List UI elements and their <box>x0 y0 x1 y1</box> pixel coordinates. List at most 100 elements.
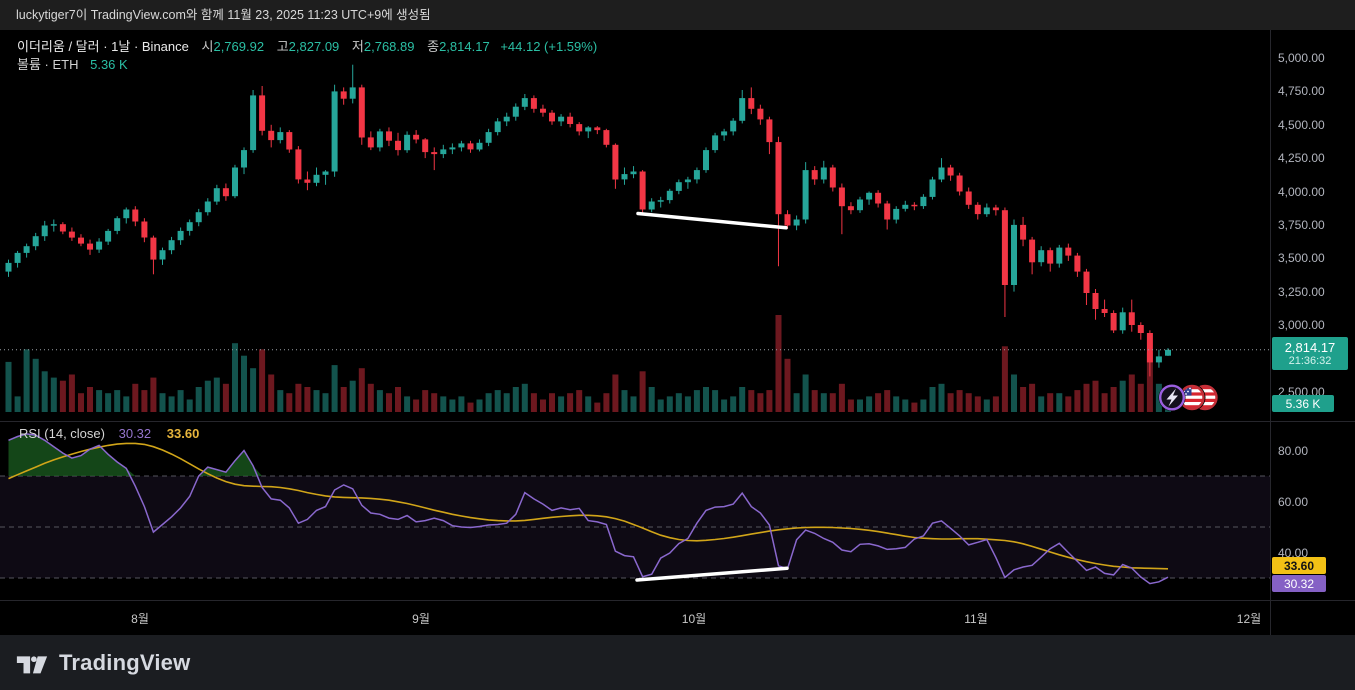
volume-bar <box>503 393 510 412</box>
volume-bar <box>920 399 927 412</box>
candle-body <box>1101 309 1108 313</box>
volume-bar <box>639 371 646 412</box>
candle-body <box>313 174 320 183</box>
rsi-title: RSI (14, close) <box>19 426 105 441</box>
volume-bar <box>838 383 845 412</box>
attribution-text: luckytiger7이 TradingView.com와 함께 11월 23,… <box>16 8 431 22</box>
candle-body <box>983 207 990 215</box>
candle-body <box>32 236 39 247</box>
candle-body <box>1128 312 1135 325</box>
price-trendline[interactable] <box>636 211 788 230</box>
volume-bar <box>784 358 791 412</box>
volume-bar <box>177 390 184 412</box>
candle-body <box>793 219 800 226</box>
volume-bar <box>1074 390 1081 412</box>
candle-body <box>250 95 257 151</box>
volume-bar <box>50 377 57 412</box>
volume-bar <box>775 315 782 412</box>
volume-bar <box>150 377 157 412</box>
price-axis-label: 3,250.00 <box>1278 284 1325 299</box>
volume-bar <box>802 374 809 412</box>
volume-bar <box>431 393 438 412</box>
candle-body <box>268 130 275 141</box>
volume-bar <box>965 393 972 412</box>
price-axis-label: 3,750.00 <box>1278 217 1325 232</box>
volume-bar <box>358 368 365 412</box>
symbol-header[interactable]: 이더리움 / 달러 · 1날 · Binance 시2,769.92 고2,82… <box>17 36 597 55</box>
candle-body <box>1065 247 1072 256</box>
volume-bar <box>748 390 755 412</box>
rsi-trendline[interactable] <box>635 566 789 582</box>
candle-body <box>295 149 302 180</box>
candle-body <box>68 231 75 238</box>
footer-bar: TradingView <box>0 635 1355 690</box>
volume-bar <box>159 393 166 412</box>
volume-bar <box>1065 396 1072 412</box>
volume-bar <box>1092 380 1099 412</box>
candle-body <box>1119 312 1126 331</box>
volume-bar <box>657 399 664 412</box>
volume-bar <box>78 393 84 412</box>
volume-bar <box>87 387 93 412</box>
price-axis-label: 4,000.00 <box>1278 184 1325 199</box>
time-axis-label: 10월 <box>681 612 707 626</box>
candle-body <box>947 167 954 176</box>
timeaxis-separator <box>0 600 1355 601</box>
volume-bar <box>603 393 610 412</box>
volume-bar <box>32 358 39 412</box>
candle-body <box>530 98 537 109</box>
candle-body <box>847 206 854 211</box>
volume-bar <box>458 396 465 412</box>
candle-body <box>621 174 628 180</box>
tradingview-logo-icon[interactable] <box>15 649 49 677</box>
candle-body <box>96 241 103 250</box>
volume-bar <box>857 399 863 412</box>
volume-bar <box>186 399 193 412</box>
volume-bar <box>59 380 66 412</box>
rsi-axis-label: 60.00 <box>1278 494 1309 509</box>
volume-bar <box>721 399 728 412</box>
candle-body <box>395 140 401 151</box>
rsi-header[interactable]: RSI (14, close) 30.32 33.60 <box>19 426 199 441</box>
volume-bar <box>367 383 374 412</box>
candle-body <box>1146 333 1153 363</box>
candle-body <box>766 119 773 143</box>
pane-separator[interactable] <box>0 421 1355 422</box>
volume-bar <box>1029 383 1036 412</box>
candle-body <box>340 91 347 99</box>
low-label: 저 <box>351 39 364 54</box>
volume-header[interactable]: 볼륨 · ETH 5.36 K <box>17 54 128 73</box>
candle-body <box>177 230 184 241</box>
tradingview-brand[interactable]: TradingView <box>59 649 191 675</box>
candle-body <box>259 95 266 131</box>
candle-body <box>1165 349 1171 356</box>
candle-body <box>576 124 583 132</box>
symbol-logo-icons <box>1158 384 1219 411</box>
candle-body <box>992 207 999 211</box>
candle-body <box>866 192 873 200</box>
price-axis-label: 3,000.00 <box>1278 318 1325 332</box>
candle-body <box>875 192 882 204</box>
volume-bar <box>1038 396 1045 412</box>
candle-body <box>277 132 284 141</box>
open-value: 2,769.92 <box>213 39 265 54</box>
low-value: 2,768.89 <box>363 39 415 54</box>
candle-body <box>367 137 374 148</box>
volume-bar <box>313 390 320 412</box>
volume-bar <box>5 361 12 412</box>
volume-bar <box>23 349 30 412</box>
symbol-title[interactable]: 이더리움 / 달러 · 1날 · Binance <box>17 39 189 54</box>
volume-bar <box>847 399 854 412</box>
candle-body <box>1029 239 1036 263</box>
volume-bar <box>983 399 990 412</box>
volume-bar <box>820 393 827 412</box>
volume-bar <box>404 396 411 412</box>
volume-bar <box>1083 383 1090 412</box>
rsi-axis-label: 40.00 <box>1278 545 1309 560</box>
volume-bar <box>766 390 773 412</box>
candle-body <box>494 121 501 133</box>
candle-body <box>521 98 528 107</box>
candle-body <box>476 142 483 150</box>
candle-body <box>829 167 836 188</box>
